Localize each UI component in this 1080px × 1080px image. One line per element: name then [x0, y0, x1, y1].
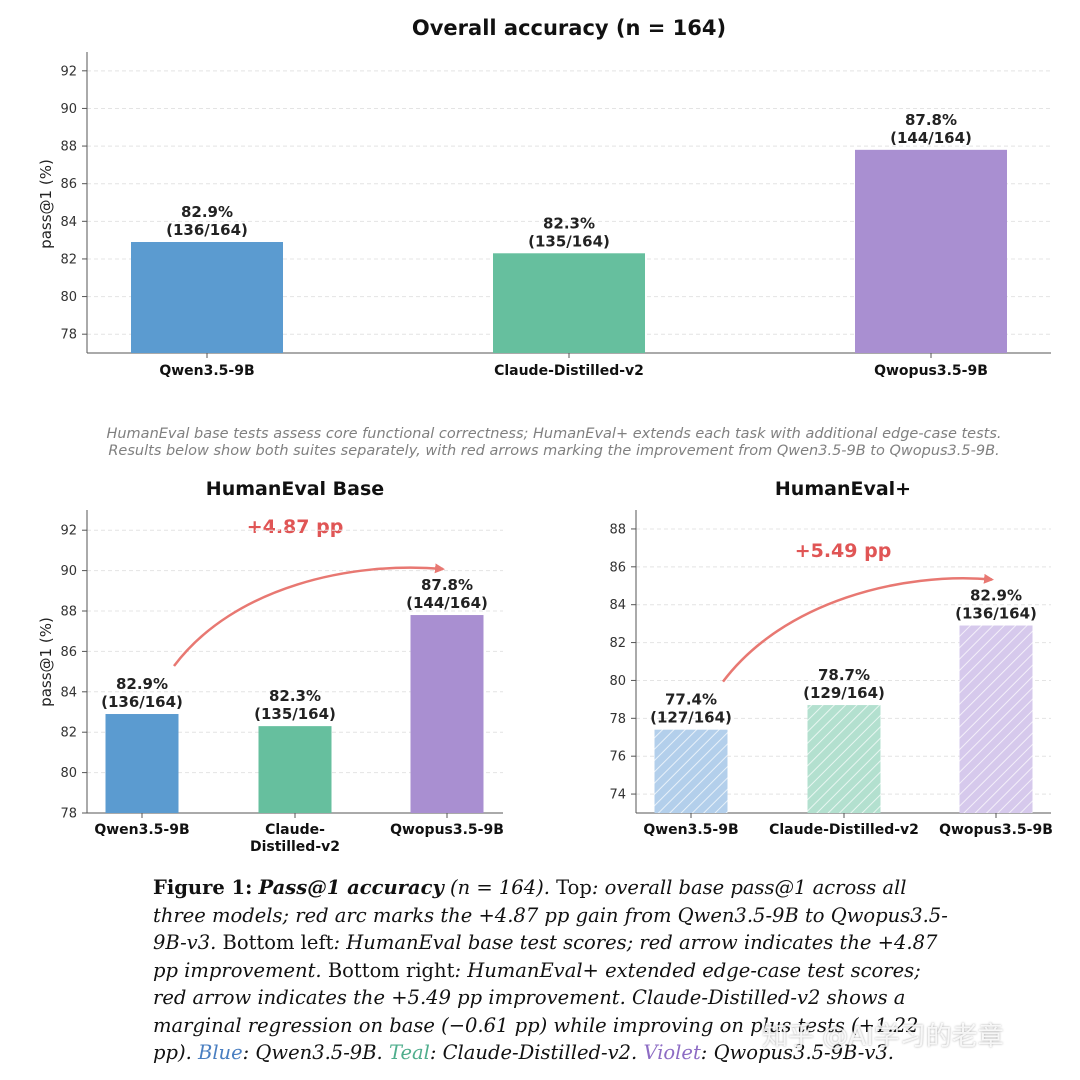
- overall-accuracy-chart: Overall accuracy (n = 164) pass@1 (%) 78…: [37, 16, 1051, 379]
- x-tick-label: Qwopus3.5-9B: [390, 822, 504, 838]
- x-tick-label: Distilled-v2: [250, 839, 340, 855]
- gain-annotation: +5.49 pp: [795, 540, 892, 562]
- y-tick-label: 92: [60, 64, 77, 79]
- caption-br-word: Bottom right: [327, 958, 455, 982]
- y-tick-label: 88: [60, 140, 77, 155]
- y-tick-label: 88: [60, 605, 77, 620]
- caption-violet-key: Violet: [643, 1041, 701, 1064]
- bar-count-label: (136/164): [955, 605, 1037, 623]
- bar-count-label: (129/164): [803, 684, 885, 702]
- y-tick-label: 84: [60, 685, 77, 700]
- figure-caption: Figure 1: Pass@1 accuracy (n = 164). Top…: [153, 874, 953, 1067]
- y-tick-label: 82: [60, 252, 77, 267]
- bar-value-label: 87.8%: [421, 576, 473, 594]
- x-tick-label: Qwopus3.5-9B: [939, 822, 1053, 838]
- caption-teal-text: : Claude-Distilled-v2.: [429, 1041, 638, 1064]
- caption-n: (n = 164).: [449, 876, 550, 899]
- bar-1: [807, 705, 881, 813]
- x-tick-label: Claude-Distilled-v2: [494, 363, 644, 379]
- y-tick-label: 86: [60, 177, 77, 192]
- chart-title: Overall accuracy (n = 164): [412, 16, 726, 40]
- y-tick-label: 74: [609, 788, 626, 803]
- improvement-arrow: [722, 573, 994, 683]
- bar-0: [654, 729, 728, 813]
- y-tick-label: 80: [609, 674, 626, 689]
- bar-1: [258, 726, 332, 813]
- caption-label: Figure 1:: [153, 876, 253, 899]
- bar-1: [493, 253, 645, 353]
- caption-bl-word: Bottom left: [222, 931, 334, 954]
- x-tick-label: Qwen3.5-9B: [94, 822, 189, 838]
- bar-value-label: 82.9%: [116, 675, 168, 693]
- caption-top-text: : overall base pass@1 across all three m…: [153, 876, 948, 954]
- bar-count-label: (135/164): [254, 705, 336, 723]
- watermark: 知乎 @AI学习的老章: [762, 1022, 1004, 1052]
- caption-blue-key: Blue: [197, 1041, 243, 1064]
- bar-2: [855, 149, 1007, 353]
- y-tick-label: 82: [60, 726, 77, 741]
- y-tick-label: 86: [60, 645, 77, 660]
- y-tick-label: 82: [609, 636, 626, 651]
- bar-count-label: (135/164): [528, 232, 610, 250]
- bar-count-label: (136/164): [166, 221, 248, 239]
- y-tick-label: 88: [609, 522, 626, 537]
- y-tick-label: 80: [60, 766, 77, 781]
- x-tick-label: Qwen3.5-9B: [159, 363, 254, 379]
- x-tick-label: Claude-: [265, 822, 325, 838]
- humaneval-base-chart: HumanEval Base pass@1 (%) +4.87 pp 78 80 8…: [37, 478, 504, 855]
- note-line-2: Results below show both suites separatel…: [108, 443, 999, 459]
- y-tick-label: 92: [60, 524, 77, 539]
- bar-0: [105, 714, 179, 813]
- caption-top-word: Top: [556, 876, 592, 899]
- bar-count-label: (144/164): [890, 129, 972, 147]
- bar-value-label: 77.4%: [665, 691, 717, 709]
- bar-value-label: 87.8%: [905, 111, 957, 129]
- chart-title: HumanEval+: [775, 478, 911, 500]
- bar-value-label: 82.3%: [269, 687, 321, 705]
- bar-2: [410, 615, 484, 813]
- y-tick-label: 84: [609, 598, 626, 613]
- gain-annotation: +4.87 pp: [247, 516, 344, 538]
- bar-count-label: (127/164): [650, 709, 732, 727]
- bar-count-label: (144/164): [406, 594, 488, 612]
- caption-violet-text: : Qwopus3.5-9B-v3.: [700, 1041, 894, 1064]
- bar-value-label: 78.7%: [818, 666, 870, 684]
- y-tick-label: 78: [60, 328, 77, 343]
- y-axis-label: pass@1 (%): [37, 159, 55, 249]
- y-tick-label: 80: [60, 290, 77, 305]
- caption-br-text: : HumanEval+ extended edge-case test sco…: [153, 958, 921, 1065]
- caption-bl-text: : HumanEval base test scores; red arrow …: [153, 931, 938, 982]
- humaneval-plus-chart: HumanEval+ +5.49 pp 74 76 78 80 82 84 86 88 77.4…: [609, 478, 1052, 838]
- y-tick-label: 90: [60, 564, 77, 579]
- y-tick-label: 78: [60, 807, 77, 822]
- caption-heading: Pass@1 accuracy: [258, 876, 444, 899]
- y-axis-label: pass@1 (%): [37, 617, 55, 707]
- suite-note: HumanEval base tests assess core functio…: [106, 426, 1001, 459]
- bar-value-label: 82.9%: [181, 203, 233, 221]
- y-tick-label: 76: [609, 750, 626, 765]
- x-tick-label: Qwen3.5-9B: [643, 822, 738, 838]
- y-tick-label: 84: [60, 215, 77, 230]
- bar-value-label: 82.3%: [543, 214, 595, 232]
- caption-blue-text: : Qwen3.5-9B.: [242, 1041, 383, 1064]
- x-tick-label: Claude-Distilled-v2: [769, 822, 919, 838]
- x-tick-label: Qwopus3.5-9B: [874, 363, 988, 379]
- y-tick-label: 86: [609, 560, 626, 575]
- chart-title: HumanEval Base: [206, 478, 384, 500]
- bar-value-label: 82.9%: [970, 587, 1022, 605]
- caption-teal-key: Teal: [388, 1041, 430, 1064]
- bar-0: [131, 242, 283, 353]
- y-tick-label: 90: [60, 102, 77, 117]
- bar-count-label: (136/164): [101, 693, 183, 711]
- improvement-arrow: [173, 563, 445, 667]
- y-tick-label: 78: [609, 712, 626, 727]
- bar-2: [959, 625, 1033, 813]
- note-line-1: HumanEval base tests assess core functio…: [106, 426, 1001, 442]
